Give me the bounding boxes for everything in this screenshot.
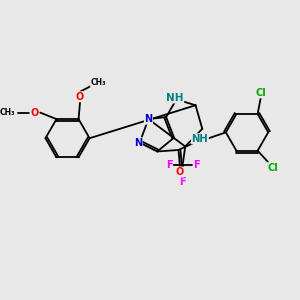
Text: Cl: Cl <box>256 88 266 98</box>
Text: CH₃: CH₃ <box>0 108 15 117</box>
Text: O: O <box>30 108 38 118</box>
Text: F: F <box>166 160 173 170</box>
Text: NH: NH <box>192 134 208 144</box>
Text: N: N <box>134 138 142 148</box>
Text: NH: NH <box>166 93 184 103</box>
Text: O: O <box>176 167 184 177</box>
Text: O: O <box>76 92 84 102</box>
Text: N: N <box>144 114 152 124</box>
Text: Cl: Cl <box>268 163 278 173</box>
Text: F: F <box>193 160 200 170</box>
Text: F: F <box>180 177 186 188</box>
Text: CH₃: CH₃ <box>91 78 106 87</box>
